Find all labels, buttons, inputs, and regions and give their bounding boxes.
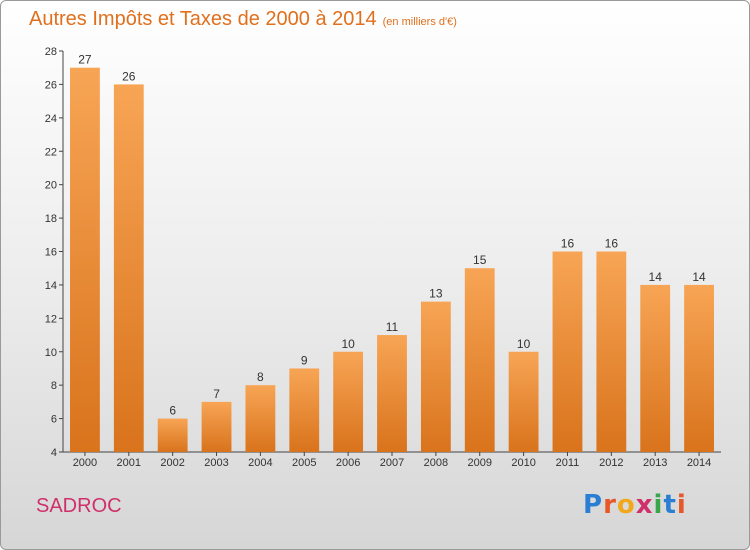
bar-2008 — [420, 301, 451, 452]
x-tick-label: 2009 — [467, 457, 491, 469]
y-tick-label: 26 — [45, 79, 57, 91]
data-label-2004: 8 — [257, 370, 264, 384]
data-label-2007: 11 — [386, 320, 399, 334]
x-tick-label: 2007 — [380, 457, 404, 469]
y-tick-label: 6 — [51, 414, 57, 426]
logo-letter: P — [583, 490, 604, 520]
bar-2001 — [113, 84, 144, 453]
bar-2005 — [289, 368, 320, 452]
y-tick-label: 22 — [45, 146, 57, 158]
bar-2010 — [508, 351, 539, 452]
bar-2012 — [596, 251, 627, 452]
data-label-2011: 16 — [561, 237, 575, 251]
bar-2000 — [70, 67, 100, 452]
y-tick-label: 24 — [45, 113, 57, 125]
logo-letter: t — [663, 490, 677, 520]
bar-2014 — [684, 284, 714, 452]
x-tick-label: 2010 — [511, 457, 535, 469]
y-tick-label: 10 — [45, 347, 57, 359]
bar-2013 — [640, 284, 671, 452]
bar-2011 — [552, 251, 583, 452]
data-labels: 27 26 6 7 8 9 10 11 13 15 10 16 16 14 14 — [78, 53, 706, 418]
logo-letter: r — [603, 490, 617, 520]
logo-letter: o — [616, 490, 636, 520]
y-tick-label: 28 — [45, 46, 57, 58]
logo-letter: i — [653, 490, 664, 520]
bar-2003 — [201, 401, 232, 452]
y-tick-label: 4 — [51, 447, 57, 459]
bar-2002 — [157, 418, 188, 452]
data-label-2008: 13 — [429, 287, 443, 301]
data-label-2002: 6 — [169, 404, 176, 418]
data-label-2003: 7 — [213, 387, 220, 401]
data-label-2001: 26 — [122, 69, 136, 83]
data-label-2009: 15 — [473, 253, 487, 267]
data-label-2013: 14 — [649, 270, 663, 284]
commune-name: SADROC — [36, 495, 122, 517]
x-tick-label: 2011 — [556, 457, 580, 469]
x-tick-label: 2002 — [160, 457, 184, 469]
y-tick-label: 18 — [45, 213, 57, 225]
bar-2004 — [245, 385, 276, 452]
data-label-2000: 27 — [78, 53, 92, 67]
y-tick-label: 8 — [51, 380, 57, 392]
proxiti-logo[interactable]: Proxiti — [583, 490, 687, 520]
x-tick-label: 2006 — [336, 457, 360, 469]
y-tick-label: 12 — [45, 313, 57, 325]
x-tick-label: 2004 — [248, 457, 272, 469]
unit-note: (en milliers d'€) — [382, 16, 457, 28]
x-tick-label: 2000 — [73, 457, 97, 469]
bar-2009 — [464, 268, 495, 452]
y-tick-label: 20 — [45, 180, 57, 192]
x-tick-label: 2013 — [643, 457, 667, 469]
x-tick-label: 2012 — [599, 457, 623, 469]
x-tick-label: 2014 — [687, 457, 711, 469]
x-tick-label: 2008 — [424, 457, 448, 469]
logo-letter: x — [635, 490, 654, 520]
data-label-2010: 10 — [517, 337, 531, 351]
title-text: Autres Impôts et Taxes de 2000 à 2014 — [29, 8, 377, 30]
x-tick-label: 2001 — [117, 457, 141, 469]
data-label-2014: 14 — [692, 270, 706, 284]
logo-letter: i — [676, 490, 687, 520]
x-tick-label: 2003 — [204, 457, 228, 469]
bar-2007 — [377, 335, 407, 452]
data-label-2006: 10 — [341, 337, 355, 351]
y-tick-label: 16 — [45, 247, 57, 259]
chart-title: Autres Impôts et Taxes de 2000 à 2014 (en… — [29, 8, 457, 31]
data-label-2012: 16 — [605, 237, 619, 251]
data-label-2005: 9 — [301, 353, 308, 367]
bars — [70, 67, 714, 453]
bar-2006 — [333, 351, 364, 452]
x-tick-label: 2005 — [292, 457, 316, 469]
y-tick-label: 14 — [45, 280, 57, 292]
